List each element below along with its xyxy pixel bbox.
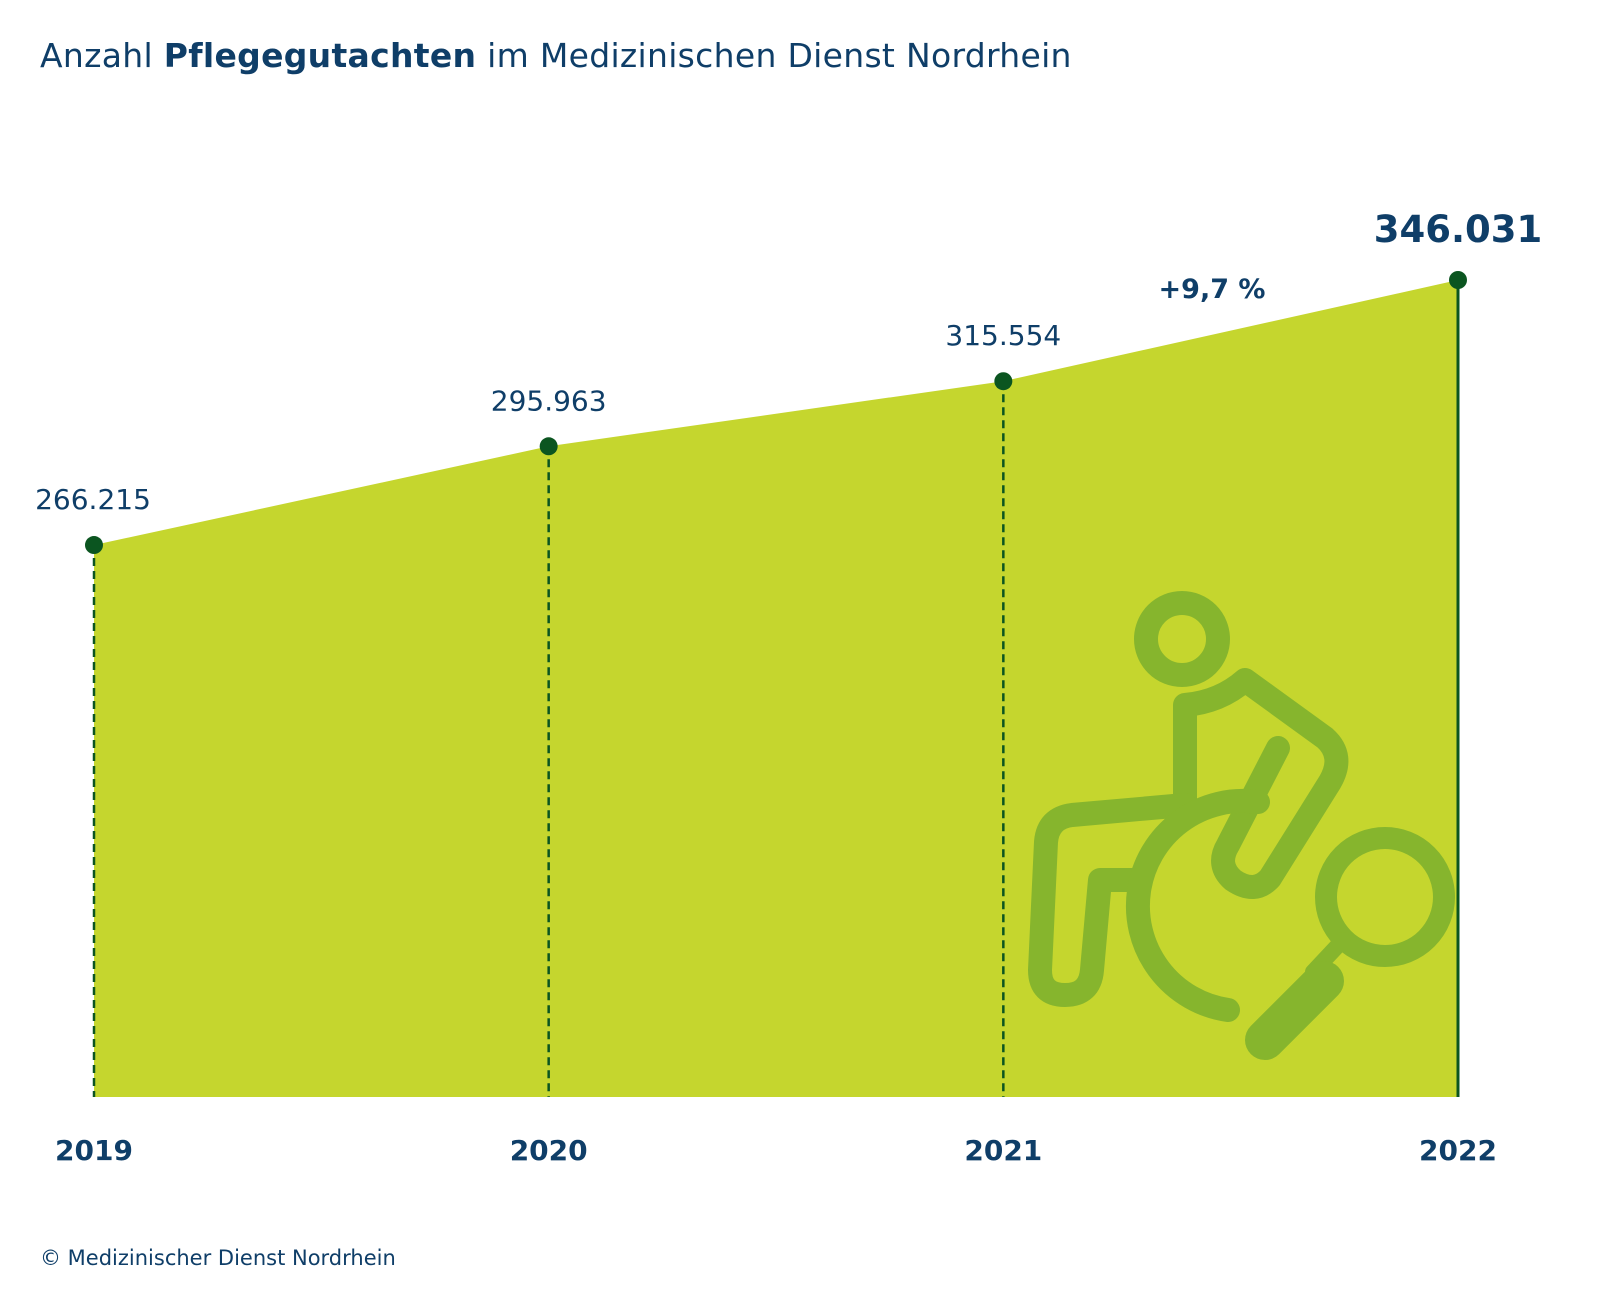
category-label-2019: 2019 — [55, 1134, 133, 1167]
value-label-2021: 315.554 — [945, 319, 1061, 352]
area-fill — [94, 280, 1458, 1097]
category-label-2022: 2022 — [1419, 1134, 1497, 1167]
value-label-2022: 346.031 — [1374, 208, 1543, 251]
data-point-2022 — [1449, 271, 1467, 289]
data-point-2021 — [994, 372, 1013, 391]
copyright-notice: © Medizinischer Dienst Nordrhein — [40, 1246, 396, 1270]
growth-annotation: +9,7 % — [1159, 274, 1266, 305]
title-suffix: im Medizinischen Dienst Nordrhein — [476, 36, 1072, 75]
chart-title: Anzahl Pflegegutachten im Medizinischen … — [40, 36, 1072, 75]
category-label-2021: 2021 — [964, 1134, 1042, 1167]
wheelchair-person-magnifier-icon — [1028, 591, 1455, 1060]
title-prefix: Anzahl — [40, 36, 164, 75]
category-label-2020: 2020 — [510, 1134, 588, 1167]
value-label-2019: 266.215 — [35, 483, 151, 516]
value-label-2020: 295.963 — [491, 384, 607, 417]
title-emphasis: Pflegegutachten — [163, 36, 477, 75]
data-point-2020 — [539, 437, 558, 456]
data-point-2019 — [85, 536, 103, 555]
